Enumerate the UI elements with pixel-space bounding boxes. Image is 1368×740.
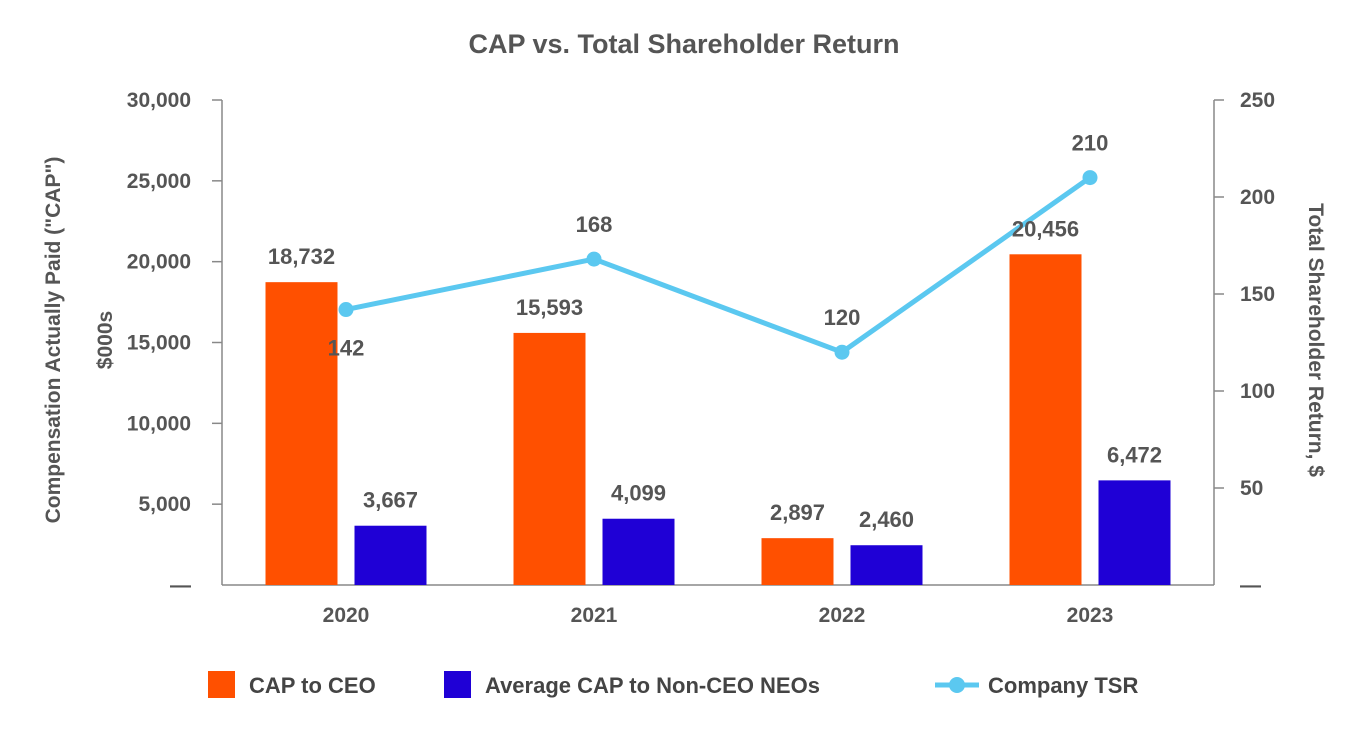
data-labels: 18,732 3,667 15,593 4,099 2,897 2,460 20,456 6,…: [268, 131, 1162, 533]
right-tick-label: 50: [1240, 477, 1263, 500]
legend: CAP to CEO Average CAP to Non-CEO NEOs Com…: [208, 671, 1138, 698]
right-tick-label: 250: [1240, 89, 1275, 112]
bar-data-label: 2,897: [770, 500, 825, 525]
left-tick-label: 30,000: [127, 89, 191, 112]
bar-cap-neo-2022: [850, 545, 923, 585]
bar-cap-neo-2023: [1098, 480, 1171, 585]
tsr-point-2022: [834, 344, 850, 360]
right-tick-label: 100: [1240, 380, 1275, 403]
bar-data-label: 20,456: [1012, 216, 1079, 241]
bars: [265, 254, 1171, 585]
axes: — 5,000 10,000 15,000 20,000 25,000 30,000 — 50 1…: [42, 89, 1327, 627]
legend-label: Company TSR: [988, 673, 1138, 698]
left-tick-label: 10,000: [127, 412, 191, 435]
y-left-axis-subtitle: $000s: [94, 311, 117, 369]
bar-cap-ceo-2023: [1009, 254, 1082, 585]
tsr-data-label: 120: [824, 305, 861, 330]
x-tick-label: 2021: [571, 604, 618, 627]
x-tick-label: 2020: [323, 604, 370, 627]
y-right-axis-title: Total Shareholder Return, $: [1304, 203, 1327, 477]
left-tick-label: 15,000: [127, 332, 191, 355]
y-left-axis-title: Compensation Actually Paid ("CAP"): [42, 157, 65, 524]
bar-cap-ceo-2022: [761, 538, 834, 585]
chart-title: CAP vs. Total Shareholder Return: [468, 29, 899, 59]
x-tick-label: 2023: [1067, 604, 1114, 627]
left-tick-label: —: [170, 574, 191, 597]
right-tick-label: 200: [1240, 186, 1275, 209]
legend-swatch: [444, 671, 471, 698]
right-tick-label: —: [1240, 574, 1261, 597]
bar-data-label: 4,099: [611, 481, 666, 506]
bar-cap-ceo-2021: [513, 332, 586, 585]
bar-data-label: 2,460: [859, 507, 914, 532]
left-tick-label: 25,000: [127, 170, 191, 193]
bar-data-label: 3,667: [363, 488, 418, 513]
tsr-line-group: [338, 170, 1098, 360]
bar-cap-ceo-2020: [265, 282, 338, 585]
tsr-data-label: 142: [328, 336, 365, 361]
tsr-data-label: 168: [576, 212, 613, 237]
legend-label: Average CAP to Non-CEO NEOs: [485, 673, 820, 698]
tsr-point-2023: [1082, 170, 1098, 186]
bar-cap-neo-2020: [354, 525, 427, 585]
left-tick-label: 20,000: [127, 251, 191, 274]
legend-swatch: [208, 671, 235, 698]
tsr-point-2020: [338, 302, 354, 318]
tsr-data-label: 210: [1072, 131, 1109, 156]
legend-marker: [949, 677, 965, 693]
x-tick-label: 2022: [819, 604, 866, 627]
left-tick-label: 5,000: [138, 493, 191, 516]
bar-data-label: 6,472: [1107, 442, 1162, 467]
bar-cap-neo-2021: [602, 518, 675, 585]
tsr-point-2021: [586, 251, 602, 267]
legend-label: CAP to CEO: [249, 673, 376, 698]
bar-data-label: 18,732: [268, 244, 335, 269]
bar-data-label: 15,593: [516, 295, 583, 320]
tsr-line: [345, 175, 1092, 355]
right-tick-label: 150: [1240, 283, 1275, 306]
